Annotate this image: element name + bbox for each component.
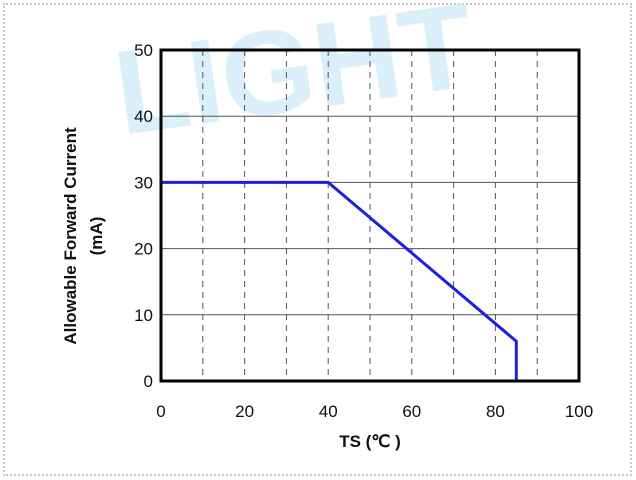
grid xyxy=(161,50,579,381)
series-layer xyxy=(161,180,518,381)
x-tick-label: 80 xyxy=(486,402,505,421)
y-tick-label: 30 xyxy=(134,173,153,192)
x-tick-label: 100 xyxy=(565,402,593,421)
y-axis-title-line-1: Allowable Forward Current xyxy=(61,127,80,345)
x-tick-label: 40 xyxy=(319,402,338,421)
y-axis-title: Allowable Forward Current (mA) xyxy=(61,127,106,345)
y-tick-label: 0 xyxy=(144,372,153,391)
x-tick-label: 20 xyxy=(235,402,254,421)
y-tick-label: 50 xyxy=(134,41,153,60)
y-tick-label: 10 xyxy=(134,306,153,325)
watermark-text: LIGHT xyxy=(107,0,482,161)
x-axis-title: TS (℃ ) xyxy=(339,432,401,451)
x-tick-labels: 0 20 40 60 80 100 xyxy=(156,402,593,421)
series-line xyxy=(161,180,518,381)
chart-frame xyxy=(3,3,632,476)
x-tick-label: 60 xyxy=(402,402,421,421)
y-tick-label: 40 xyxy=(134,107,153,126)
x-tick-label: 0 xyxy=(156,402,165,421)
y-tick-labels: 0 10 20 30 40 50 xyxy=(134,41,153,391)
plot-border xyxy=(159,48,581,383)
y-tick-label: 20 xyxy=(134,240,153,259)
y-axis-title-line-2: (mA) xyxy=(87,217,106,256)
